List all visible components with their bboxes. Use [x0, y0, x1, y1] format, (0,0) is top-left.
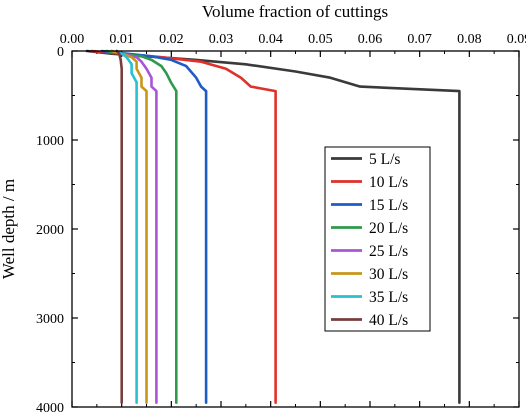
x-tick-label: 0.09 [507, 32, 526, 47]
legend: 5 L/s 10 L/s 15 L/s 20 L/s 25 L/s 30 L/s 35 L/… [324, 146, 431, 332]
x-axis-title: Volume fraction of cuttings [202, 2, 388, 21]
y-tick-label: 1000 [36, 134, 64, 149]
legend-label-2: 10 L/s [369, 174, 408, 191]
x-tick-label: 0.06 [358, 32, 383, 47]
y-tick-label: 4000 [36, 401, 64, 415]
y-tick-label: 2000 [36, 223, 64, 238]
plot-frame [71, 50, 520, 408]
x-tick-label: 0.04 [258, 32, 283, 47]
series-line-3 [100, 49, 208, 404]
y-axis-title: Well depth / m [0, 179, 18, 279]
series-line-6 [110, 49, 148, 404]
legend-label-5: 25 L/s [369, 243, 408, 260]
series-line-2 [90, 49, 277, 404]
legend-box [324, 146, 431, 332]
x-axis-ticks: 0.00 0.01 0.02 0.03 0.04 0.05 0.06 0.07 0.08 0.09 [60, 32, 526, 407]
x-tick-label: 0.01 [109, 32, 134, 47]
legend-label-1: 5 L/s [369, 151, 400, 168]
x-tick-label: 0.03 [209, 32, 234, 47]
series-line-5 [110, 49, 158, 404]
x-tick-label: 0.08 [457, 32, 482, 47]
y-tick-label: 3000 [36, 312, 64, 327]
legend-label-4: 20 L/s [369, 220, 408, 237]
x-tick-label: 0.07 [407, 32, 432, 47]
series-line-8 [115, 49, 123, 404]
legend-label-3: 15 L/s [369, 197, 408, 214]
y-axis-ticks: 0 1000 2000 3000 4000 [36, 45, 519, 415]
legend-label-7: 35 L/s [369, 289, 408, 306]
x-tick-label: 0.00 [60, 32, 85, 47]
x-tick-label: 0.05 [308, 32, 333, 47]
series-group [85, 49, 461, 404]
series-line-7 [115, 49, 138, 404]
x-tick-label: 0.02 [159, 32, 184, 47]
legend-label-8: 40 L/s [369, 312, 408, 329]
legend-label-6: 30 L/s [369, 266, 408, 283]
series-line-4 [105, 49, 178, 404]
y-tick-label: 0 [57, 45, 64, 60]
